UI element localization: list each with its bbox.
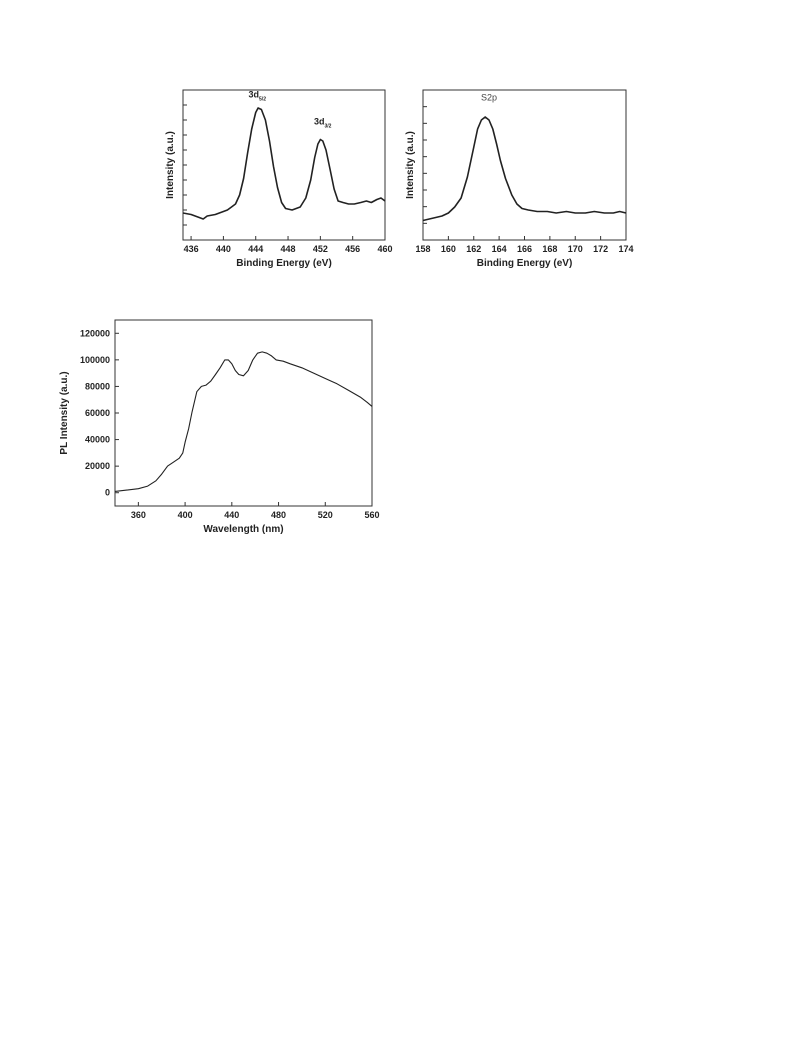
peak-label-subscript: 5/2 bbox=[259, 97, 266, 103]
peak-label-subscript: 3/2 bbox=[324, 124, 331, 130]
y-tick-label: 40000 bbox=[85, 435, 110, 445]
x-tick-label: 164 bbox=[492, 244, 507, 254]
x-axis-label: Binding Energy (eV) bbox=[236, 258, 332, 269]
y-tick-label: 0 bbox=[105, 488, 110, 498]
x-tick-label: 436 bbox=[184, 244, 199, 254]
x-tick-label: 160 bbox=[441, 244, 456, 254]
plot-frame bbox=[114, 319, 373, 507]
x-tick-label: 166 bbox=[517, 244, 532, 254]
x-axis-label: Binding Energy (eV) bbox=[477, 258, 573, 269]
plot-frame bbox=[422, 89, 627, 241]
plot-frame bbox=[182, 89, 386, 241]
x-tick-label: 168 bbox=[542, 244, 557, 254]
x-tick-label: 456 bbox=[345, 244, 360, 254]
y-axis-label: PL Intensity (a.u.) bbox=[59, 371, 70, 454]
x-tick-label: 158 bbox=[415, 244, 430, 254]
photoluminescence-chart: 360 400 440 480 520 560 0 20000 40000 60000 80000 1… bbox=[59, 319, 380, 535]
x-tick-label: 560 bbox=[364, 510, 379, 520]
x-tick-label: 400 bbox=[178, 510, 193, 520]
y-axis-label: Intensity (a.u.) bbox=[165, 131, 176, 199]
peak-label-main: 3d bbox=[314, 117, 325, 127]
x-tick-label: 444 bbox=[248, 244, 263, 254]
y-tick-label: 100000 bbox=[80, 355, 110, 365]
y-tick-label: 20000 bbox=[85, 461, 110, 471]
x-tick-label: 520 bbox=[318, 510, 333, 520]
peak-label: 3d3/2 bbox=[314, 117, 332, 130]
x-tick-label: 440 bbox=[216, 244, 231, 254]
y-tick-label: 120000 bbox=[80, 328, 110, 338]
x-tick-label: 460 bbox=[377, 244, 392, 254]
x-tick-label: 360 bbox=[131, 510, 146, 520]
y-tick-label: 60000 bbox=[85, 408, 110, 418]
peak-label-main: 3d bbox=[249, 90, 260, 100]
series-line bbox=[114, 351, 373, 492]
x-axis-label: Wavelength (nm) bbox=[203, 524, 283, 535]
x-tick-label: 172 bbox=[593, 244, 608, 254]
x-tick-label: 480 bbox=[271, 510, 286, 520]
x-tick-label: 452 bbox=[313, 244, 328, 254]
series-line bbox=[422, 116, 627, 222]
peak-label: S2p bbox=[481, 93, 497, 103]
y-axis-label: Intensity (a.u.) bbox=[405, 131, 416, 199]
x-tick-label: 162 bbox=[466, 244, 481, 254]
x-tick-label: 440 bbox=[224, 510, 239, 520]
sulfur-2p-xps-chart: 158 160 162 164 166 168 170 172 174 Binding Energ… bbox=[405, 89, 634, 269]
x-tick-label: 174 bbox=[618, 244, 633, 254]
series-line bbox=[182, 107, 386, 220]
x-tick-label: 448 bbox=[281, 244, 296, 254]
x-tick-label: 170 bbox=[568, 244, 583, 254]
indium-3d-xps-chart: 436 440 444 448 452 456 460 Binding Energy (eV)… bbox=[165, 89, 393, 269]
y-tick-label: 80000 bbox=[85, 381, 110, 391]
peak-label: 3d5/2 bbox=[249, 90, 267, 103]
